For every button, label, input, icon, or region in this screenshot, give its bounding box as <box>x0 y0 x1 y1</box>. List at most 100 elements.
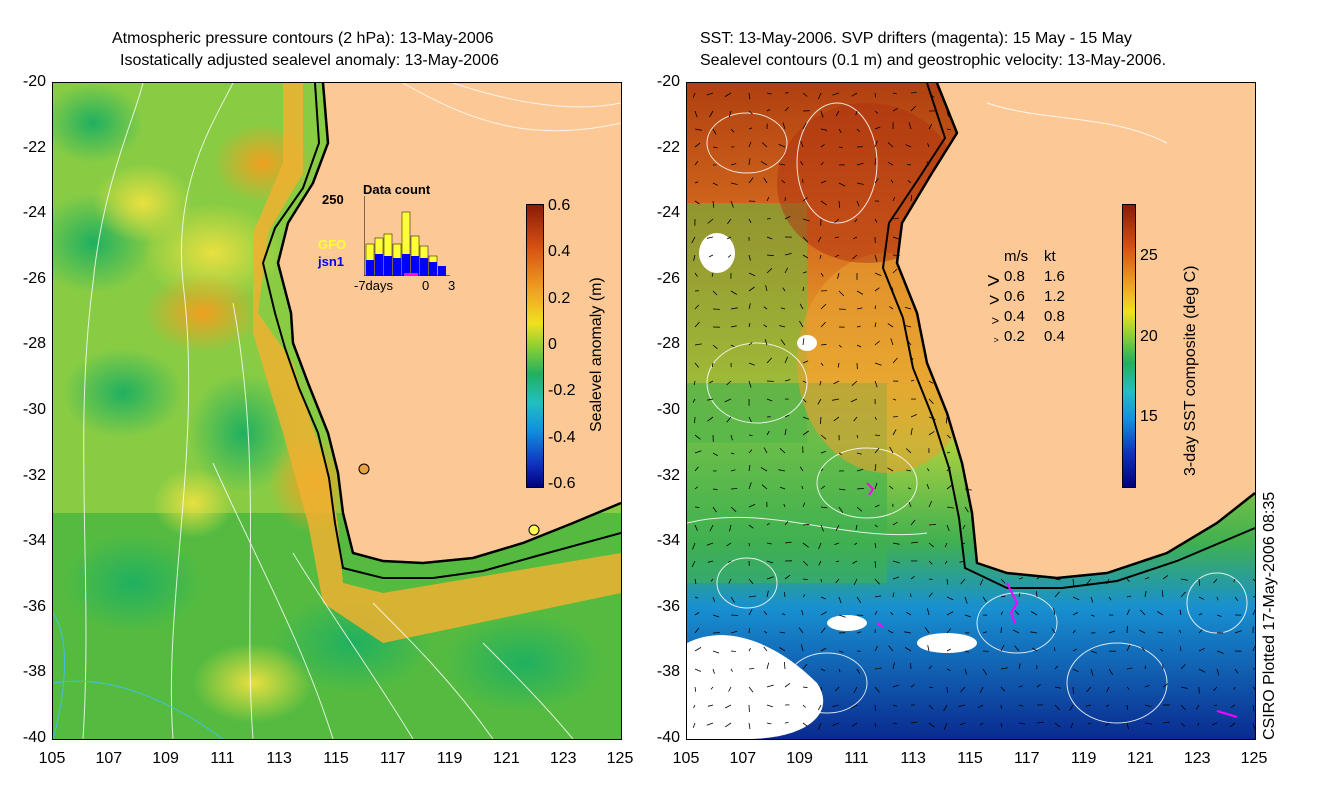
velocity-arrow <box>766 398 773 402</box>
velocity-arrow <box>707 704 714 707</box>
velocity-arrow <box>1216 668 1220 676</box>
velocity-arrow <box>1072 648 1078 652</box>
velocity-arrow <box>1179 609 1182 616</box>
velocity-arrow <box>726 236 732 240</box>
inset-series2-label: jsn1 <box>318 254 345 269</box>
velocity-arrow <box>694 272 698 277</box>
velocity-arrow <box>946 451 951 454</box>
velocity-arrow <box>1198 596 1204 600</box>
velocity-arrow <box>928 722 935 728</box>
velocity-arrow <box>928 665 933 670</box>
velocity-arrow <box>905 611 912 616</box>
velocity-arrow <box>1126 609 1130 616</box>
velocity-arrow <box>748 416 752 423</box>
velocity-arrow <box>910 195 913 202</box>
legend-arrow-icon: > <box>991 312 1000 328</box>
velocity-arrow <box>694 450 702 454</box>
velocity-arrow <box>724 398 732 403</box>
velocity-arrow <box>709 110 714 118</box>
velocity-arrow <box>889 306 894 310</box>
x-tick-label: 113 <box>266 750 292 767</box>
inset-xlabel-mid: 0 <box>422 278 430 293</box>
y-tick-label: -32 <box>656 466 680 484</box>
data-count-inset: Data count 250 GFO jsn1 -7days <box>318 182 458 293</box>
velocity-arrow <box>887 630 894 634</box>
velocity-arrow <box>887 323 894 328</box>
velocity-arrow <box>1051 628 1056 634</box>
velocity-arrow <box>926 161 930 166</box>
velocity-arrow <box>874 322 877 328</box>
velocity-arrow <box>802 430 809 436</box>
velocity-arrow <box>1070 722 1074 729</box>
velocity-arrow <box>928 704 934 710</box>
x-tick-label: 119 <box>1070 750 1097 767</box>
y-tick-label: -24 <box>22 204 46 222</box>
velocity-arrow <box>730 488 738 490</box>
velocity-arrow <box>855 110 858 116</box>
velocity-arrow <box>1144 577 1150 580</box>
velocity-arrow <box>730 325 737 328</box>
velocity-arrow <box>856 162 864 166</box>
velocity-arrow <box>1252 686 1255 690</box>
velocity-arrow <box>874 434 880 436</box>
velocity-arrow <box>763 324 768 328</box>
velocity-arrow <box>1031 647 1038 652</box>
velocity-arrow <box>748 648 751 652</box>
velocity-arrow <box>1000 686 1006 692</box>
velocity-arrow <box>711 272 714 277</box>
velocity-arrow <box>706 542 714 546</box>
velocity-arrow <box>928 398 934 404</box>
velocity-arrow <box>910 519 916 526</box>
velocity-arrow <box>892 662 895 670</box>
velocity-arrow <box>748 524 754 529</box>
velocity-arrow <box>1144 704 1152 708</box>
velocity-arrow <box>874 305 877 310</box>
velocity-arrow <box>874 158 877 166</box>
velocity-arrow <box>818 722 822 730</box>
y-tick-label: -28 <box>656 335 680 353</box>
velocity-arrow <box>799 303 804 310</box>
velocity-arrow <box>892 722 897 725</box>
velocity-arrow <box>779 647 786 652</box>
velocity-arrow <box>1161 590 1164 598</box>
velocity-arrow <box>1018 663 1021 670</box>
velocity-arrow <box>1144 722 1152 725</box>
velocity-arrow <box>748 722 751 730</box>
velocity-arrow <box>748 668 755 670</box>
velocity-arrow <box>784 267 789 274</box>
velocity-arrow <box>1252 668 1255 670</box>
velocity-arrow <box>694 524 698 531</box>
velocity-arrow <box>852 254 858 260</box>
velocity-arrow <box>798 627 804 634</box>
velocity-arrow <box>1054 665 1059 670</box>
velocity-arrow <box>853 236 858 240</box>
velocity-arrow <box>726 416 732 423</box>
velocity-arrow <box>926 468 930 472</box>
x-tick-label: 123 <box>1183 750 1211 767</box>
velocity-arrow <box>944 560 948 565</box>
velocity-arrow <box>855 524 858 530</box>
velocity-arrow <box>1000 627 1002 634</box>
sealevel-colorbar-title: Sealevel anomaly (m) <box>588 277 605 432</box>
colorbar-tick-label: -0.4 <box>548 428 576 446</box>
velocity-arrow <box>1162 721 1170 724</box>
velocity-arrow <box>802 271 807 274</box>
velocity-arrow <box>817 236 822 243</box>
right-title-line2: Sealevel contours (0.1 m) and geostrophi… <box>700 52 1167 69</box>
velocity-arrow <box>784 428 787 436</box>
inset-series1-label: GFO <box>318 237 347 252</box>
velocity-arrow <box>1054 578 1061 581</box>
velocity-arrow <box>784 356 788 364</box>
velocity-arrow <box>838 146 843 149</box>
legend-ms-value: 0.6 <box>1004 288 1025 305</box>
y-tick-label: -24 <box>656 204 680 222</box>
velocity-arrow <box>890 179 894 184</box>
velocity-arrow <box>730 469 736 472</box>
velocity-arrow <box>874 218 878 223</box>
velocity-arrow <box>835 686 840 692</box>
velocity-arrow <box>766 522 770 526</box>
velocity-arrow <box>820 110 824 118</box>
velocity-arrow <box>778 469 786 472</box>
velocity-arrow <box>799 320 804 328</box>
y-tick-label: -22 <box>22 138 46 156</box>
